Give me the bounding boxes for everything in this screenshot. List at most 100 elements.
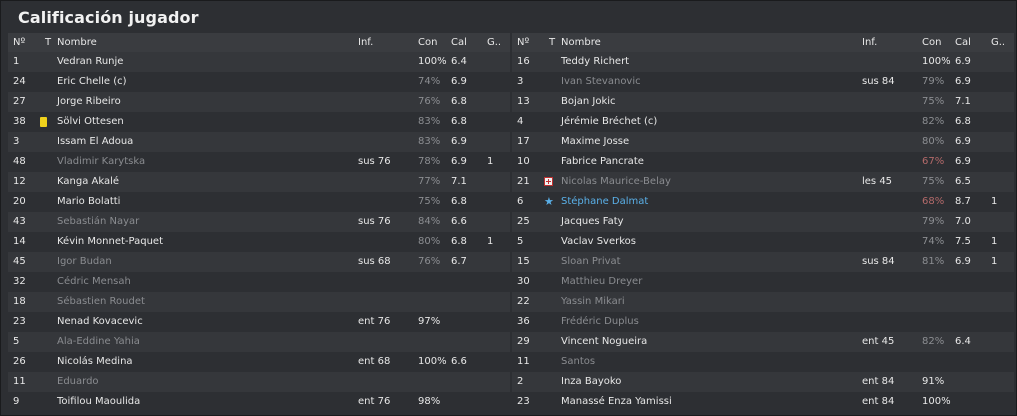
player-row[interactable]: 10 Fabrice Pancrate 67% 6.9 [512,152,1014,172]
header-number[interactable]: Nº [517,37,530,48]
player-info: ent 76 [358,396,391,407]
header-type[interactable]: T [549,37,556,48]
player-row[interactable]: 27 Jorge Ribeiro 76% 6.8 [8,92,510,112]
player-name[interactable]: Vladimir Karytska [57,156,146,167]
player-row[interactable]: 23 Nenad Kovacevic ent 76 97% [8,312,510,332]
player-name[interactable]: Matthieu Dreyer [561,276,643,287]
header-goals[interactable]: G.. [991,37,1006,48]
player-name[interactable]: Jacques Faty [561,216,624,227]
player-row[interactable]: 11 Santos [512,352,1014,372]
header-rating[interactable]: Cal [451,37,467,48]
player-condition: 77% [418,176,441,187]
player-row[interactable]: 6 ★ Stéphane Dalmat 68% 8.7 1 [512,192,1014,212]
player-name[interactable]: Inza Bayoko [561,376,622,387]
player-name[interactable]: Sloan Privat [561,256,621,267]
player-name[interactable]: Jorge Ribeiro [57,96,121,107]
player-row[interactable]: 2 Inza Bayoko ent 84 91% [512,372,1014,392]
player-rating: 6.8 [451,96,467,107]
player-condition: 75% [418,196,441,207]
player-name[interactable]: Nenad Kovacevic [57,316,143,327]
player-condition: 100% [418,356,447,367]
player-row[interactable]: 18 Sébastien Roudet [8,292,510,312]
player-row[interactable]: 21 Nicolas Maurice-Belay les 45 75% 6.5 [512,172,1014,192]
player-name[interactable]: Nicolas Maurice-Belay [561,176,671,187]
player-row[interactable]: 48 Vladimir Karytska sus 76 78% 6.9 1 [8,152,510,172]
player-name[interactable]: Vedran Runje [57,56,124,67]
header-rating[interactable]: Cal [955,37,971,48]
player-name[interactable]: Sébastien Roudet [57,296,145,307]
player-name[interactable]: Toifilou Maoulida [57,396,141,407]
player-name[interactable]: Sebastián Nayar [57,216,140,227]
header-name[interactable]: Nombre [561,37,601,48]
player-row[interactable]: 32 Cédric Mensah [8,272,510,292]
header-info[interactable]: Inf. [862,37,878,48]
header-condition[interactable]: Con [418,37,438,48]
player-row[interactable]: 26 Nicolás Medina ent 68 100% 6.6 [8,352,510,372]
header-condition[interactable]: Con [922,37,942,48]
player-number: 48 [13,156,26,167]
player-name[interactable]: Stéphane Dalmat [561,196,649,207]
header-goals[interactable]: G.. [487,37,502,48]
player-row[interactable]: 29 Vincent Nogueira ent 45 82% 6.4 [512,332,1014,352]
player-row[interactable]: 13 Bojan Jokic 75% 7.1 [512,92,1014,112]
player-row[interactable]: 5 Ala-Eddine Yahia [8,332,510,352]
player-row[interactable]: 14 Kévin Monnet-Paquet 80% 6.8 1 [8,232,510,252]
player-row[interactable]: 17 Maxime Josse 80% 6.9 [512,132,1014,152]
player-name[interactable]: Sölvi Ottesen [57,116,124,127]
player-name[interactable]: Teddy Richert [561,56,630,67]
player-row[interactable]: 45 Igor Budan sus 68 76% 6.7 [8,252,510,272]
player-name[interactable]: Manassé Enza Yamissi [561,396,672,407]
player-name[interactable]: Frédéric Duplus [561,316,639,327]
player-row[interactable]: 43 Sebastián Nayar sus 76 84% 6.6 [8,212,510,232]
player-row[interactable]: 1 Vedran Runje 100% 6.4 [8,52,510,72]
player-row[interactable]: 20 Mario Bolatti 75% 6.8 [8,192,510,212]
player-row[interactable]: 23 Manassé Enza Yamissi ent 84 100% [512,392,1014,412]
player-row[interactable]: 16 Teddy Richert 100% 6.9 [512,52,1014,72]
player-row[interactable]: 12 Kanga Akalé 77% 7.1 [8,172,510,192]
player-name[interactable]: Vincent Nogueira [561,336,648,347]
player-name[interactable]: Cédric Mensah [57,276,131,287]
player-name[interactable]: Issam El Adoua [57,136,134,147]
player-row[interactable]: 36 Frédéric Duplus [512,312,1014,332]
player-name[interactable]: Jérémie Bréchet (c) [561,116,658,127]
player-condition: 67% [922,156,945,167]
player-row[interactable]: 22 Yassin Mikari [512,292,1014,312]
player-row[interactable]: 30 Matthieu Dreyer [512,272,1014,292]
player-row[interactable]: 24 Eric Chelle (c) 74% 6.9 [8,72,510,92]
player-name[interactable]: Maxime Josse [561,136,630,147]
player-name[interactable]: Kanga Akalé [57,176,120,187]
player-name[interactable]: Yassin Mikari [561,296,625,307]
player-row[interactable]: 38 Sölvi Ottesen 83% 6.8 [8,112,510,132]
player-name[interactable]: Kévin Monnet-Paquet [57,236,163,247]
player-name[interactable]: Ala-Eddine Yahia [57,336,140,347]
player-name[interactable]: Mario Bolatti [57,196,121,207]
player-name[interactable]: Fabrice Pancrate [561,156,644,167]
player-row[interactable]: 5 Vaclav Sverkos 74% 7.5 1 [512,232,1014,252]
player-name[interactable]: Eric Chelle (c) [57,76,127,87]
player-row[interactable]: 4 Jérémie Bréchet (c) 82% 6.8 [512,112,1014,132]
player-rating: 6.9 [955,56,971,67]
header-name[interactable]: Nombre [57,37,97,48]
player-rating: 6.9 [451,156,467,167]
player-row[interactable]: 3 Issam El Adoua 83% 6.9 [8,132,510,152]
player-name[interactable]: Bojan Jokic [561,96,616,107]
player-condition: 79% [922,76,945,87]
player-name[interactable]: Santos [561,356,596,367]
player-row[interactable]: 15 Sloan Privat sus 84 81% 6.9 1 [512,252,1014,272]
header-number[interactable]: Nº [13,37,26,48]
player-goals: 1 [991,236,998,247]
player-condition: 80% [418,236,441,247]
player-name[interactable]: Ivan Stevanovic [561,76,641,87]
player-name[interactable]: Nicolás Medina [57,356,133,367]
player-name[interactable]: Vaclav Sverkos [561,236,636,247]
player-row[interactable]: 25 Jacques Faty 79% 7.0 [512,212,1014,232]
player-row[interactable]: 9 Toifilou Maoulida ent 76 98% [8,392,510,412]
header-type[interactable]: T [45,37,52,48]
player-condition: 76% [418,256,441,267]
player-name[interactable]: Igor Budan [57,256,112,267]
player-condition: 98% [418,396,441,407]
header-info[interactable]: Inf. [358,37,374,48]
player-row[interactable]: 11 Eduardo [8,372,510,392]
player-row[interactable]: 3 Ivan Stevanovic sus 84 79% 6.9 [512,72,1014,92]
player-name[interactable]: Eduardo [57,376,99,387]
